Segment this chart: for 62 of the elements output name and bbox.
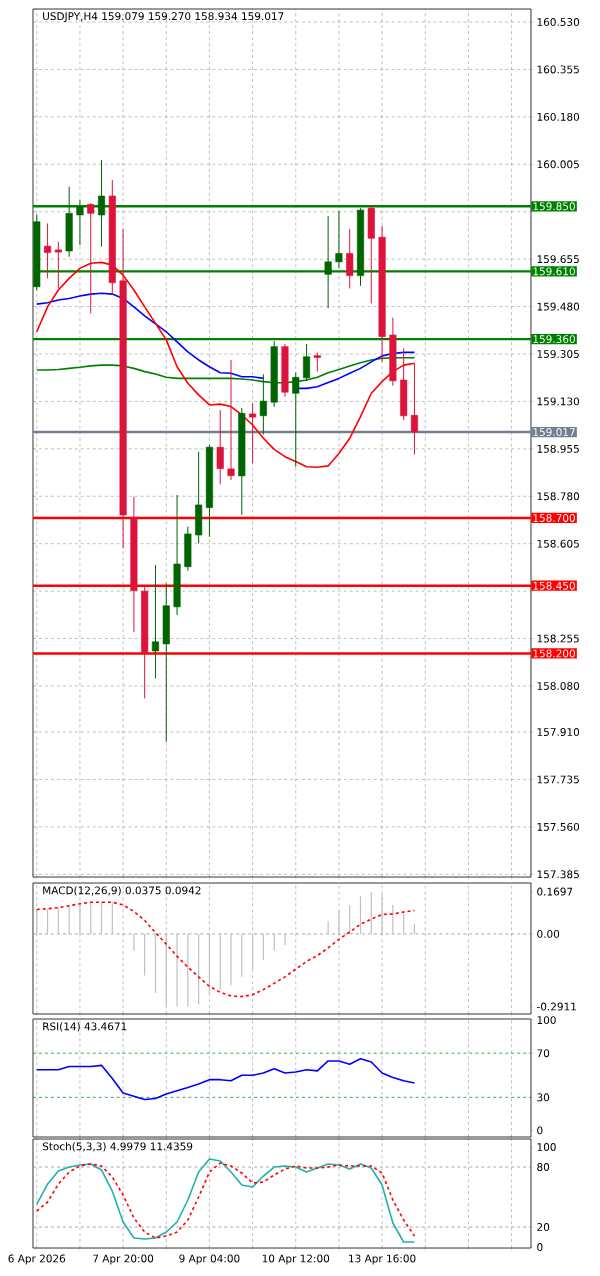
y-tick-label: 80: [537, 1163, 550, 1171]
y-tick-label: 0.00: [537, 929, 560, 938]
candlestick: [346, 228, 354, 289]
ref-line-label: 159.850: [533, 202, 575, 211]
ref-line-label: 158.700: [533, 513, 575, 522]
candlestick: [97, 159, 106, 248]
y-tick-label: 100: [537, 1143, 556, 1151]
y-tick-label: 160.355: [537, 65, 579, 74]
candlestick: [249, 402, 257, 464]
y-tick-label: 158.080: [537, 682, 580, 690]
x-tick-label: 7 Apr 20:00: [93, 1254, 154, 1265]
line-series: [35, 261, 416, 469]
y-tick-label: 0.1697: [537, 887, 573, 896]
y-tick-label: 157.735: [537, 775, 579, 784]
y-tick-label: 159.655: [537, 255, 579, 264]
y-tick-label: 159.480: [537, 302, 580, 311]
x-tick-label: 6 Apr 2026: [8, 1254, 66, 1265]
y-tick-label: 157.910: [537, 728, 580, 736]
candlestick: [324, 215, 332, 309]
y-tick-label: 158.955: [537, 444, 579, 453]
y-tick-label: 20: [537, 1223, 550, 1231]
x-tick-label: 10 Apr 12:00: [262, 1254, 330, 1265]
y-tick-label: 158.255: [537, 634, 579, 643]
ref-line-label: 159.360: [533, 335, 575, 344]
candlestick: [292, 372, 300, 468]
y-tick-label: 158.605: [537, 539, 579, 548]
chart-title: USDJPY,H4 159.079 159.270 158.934 159.017: [43, 12, 284, 23]
chart-title: Stoch(5,3,3) 4.9979 11.4359: [42, 1142, 193, 1152]
candlestick: [87, 202, 95, 314]
y-tick-label: 100: [537, 1016, 556, 1025]
candlestick: [335, 210, 343, 269]
ref-line-label: 158.200: [533, 649, 575, 658]
y-tick-label: 159.305: [537, 350, 579, 358]
x-tick-label: 13 Apr 16:00: [349, 1254, 416, 1265]
y-tick-label: 70: [537, 1049, 550, 1058]
candlestick: [44, 222, 52, 279]
ref-line-label: 159.610: [533, 267, 575, 276]
candlestick: [216, 409, 224, 485]
y-tick-label: 0: [537, 1243, 543, 1251]
y-tick-label: 158.780: [537, 492, 580, 501]
y-tick-label: -0.2911: [537, 1002, 576, 1011]
y-tick-label: 160.005: [537, 160, 579, 169]
candlestick: [313, 352, 321, 373]
chart-title: MACD(12,26,9) 0.0375 0.0942: [43, 886, 201, 896]
y-tick-label: 160.180: [537, 112, 580, 121]
y-tick-label: 157.385: [537, 870, 579, 879]
candlestick: [303, 343, 311, 382]
y-tick-label: 159.130: [537, 397, 580, 406]
y-tick-label: 160.530: [537, 18, 580, 26]
candlestick: [410, 362, 418, 456]
candlestick: [76, 199, 84, 246]
ref-line-label: 158.450: [533, 581, 575, 590]
x-tick-label: 9 Apr 04:00: [179, 1254, 240, 1265]
chart-title: RSI(14) 43.4671: [43, 1022, 127, 1032]
y-tick-label: 157.560: [537, 822, 580, 831]
candlestick: [259, 373, 267, 435]
candlestick: [151, 564, 160, 679]
y-tick-label: 30: [537, 1093, 550, 1102]
candlestick: [227, 359, 235, 481]
candlestick: [54, 241, 62, 289]
ref-line-label: 159.017: [533, 428, 575, 436]
y-tick-label: 0: [537, 1126, 543, 1135]
